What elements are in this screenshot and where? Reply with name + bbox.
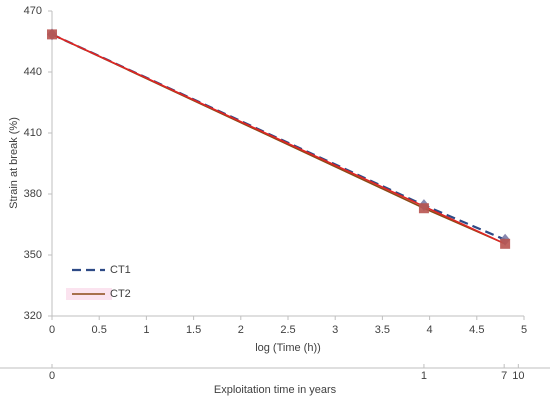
square-marker: [47, 29, 57, 40]
x-axis-title: log (Time (h)): [255, 342, 321, 354]
x2-tick-label: 10: [512, 370, 524, 382]
y-tick-label: 470: [24, 5, 42, 17]
y-tick-label: 350: [24, 249, 42, 261]
x-tick-label: 3: [332, 324, 338, 336]
y-tick-label: 380: [24, 188, 42, 200]
x-tick-label: 5: [521, 324, 527, 336]
x-tick-label: 0: [49, 324, 55, 336]
x-tick-label: 4.5: [469, 324, 484, 336]
square-marker: [418, 203, 429, 214]
x-tick-label: 4: [427, 324, 433, 336]
x-tick-label: 3.5: [375, 324, 390, 336]
y-tick-label: 320: [24, 310, 42, 322]
x-tick-label: 1: [143, 324, 149, 336]
x2-tick-label: 7: [501, 370, 507, 382]
x-tick-label: 1.5: [186, 324, 201, 336]
y-tick-label: 440: [24, 66, 42, 78]
y-tick-label: 410: [24, 127, 42, 139]
x-tick-label: 2: [238, 324, 244, 336]
x2-axis-title: Exploitation time in years: [214, 384, 337, 396]
x2-tick-label: 0: [49, 370, 55, 382]
legend-label: CT2: [110, 288, 131, 300]
square-marker: [500, 238, 511, 249]
x-tick-label: 2.5: [280, 324, 295, 336]
trend-line: [51, 33, 506, 245]
x2-tick-label: 1: [421, 370, 427, 382]
legend-label: CT1: [110, 264, 131, 276]
y-axis-title: Strain at break (%): [8, 117, 20, 209]
x-tick-label: 0.5: [92, 324, 107, 336]
